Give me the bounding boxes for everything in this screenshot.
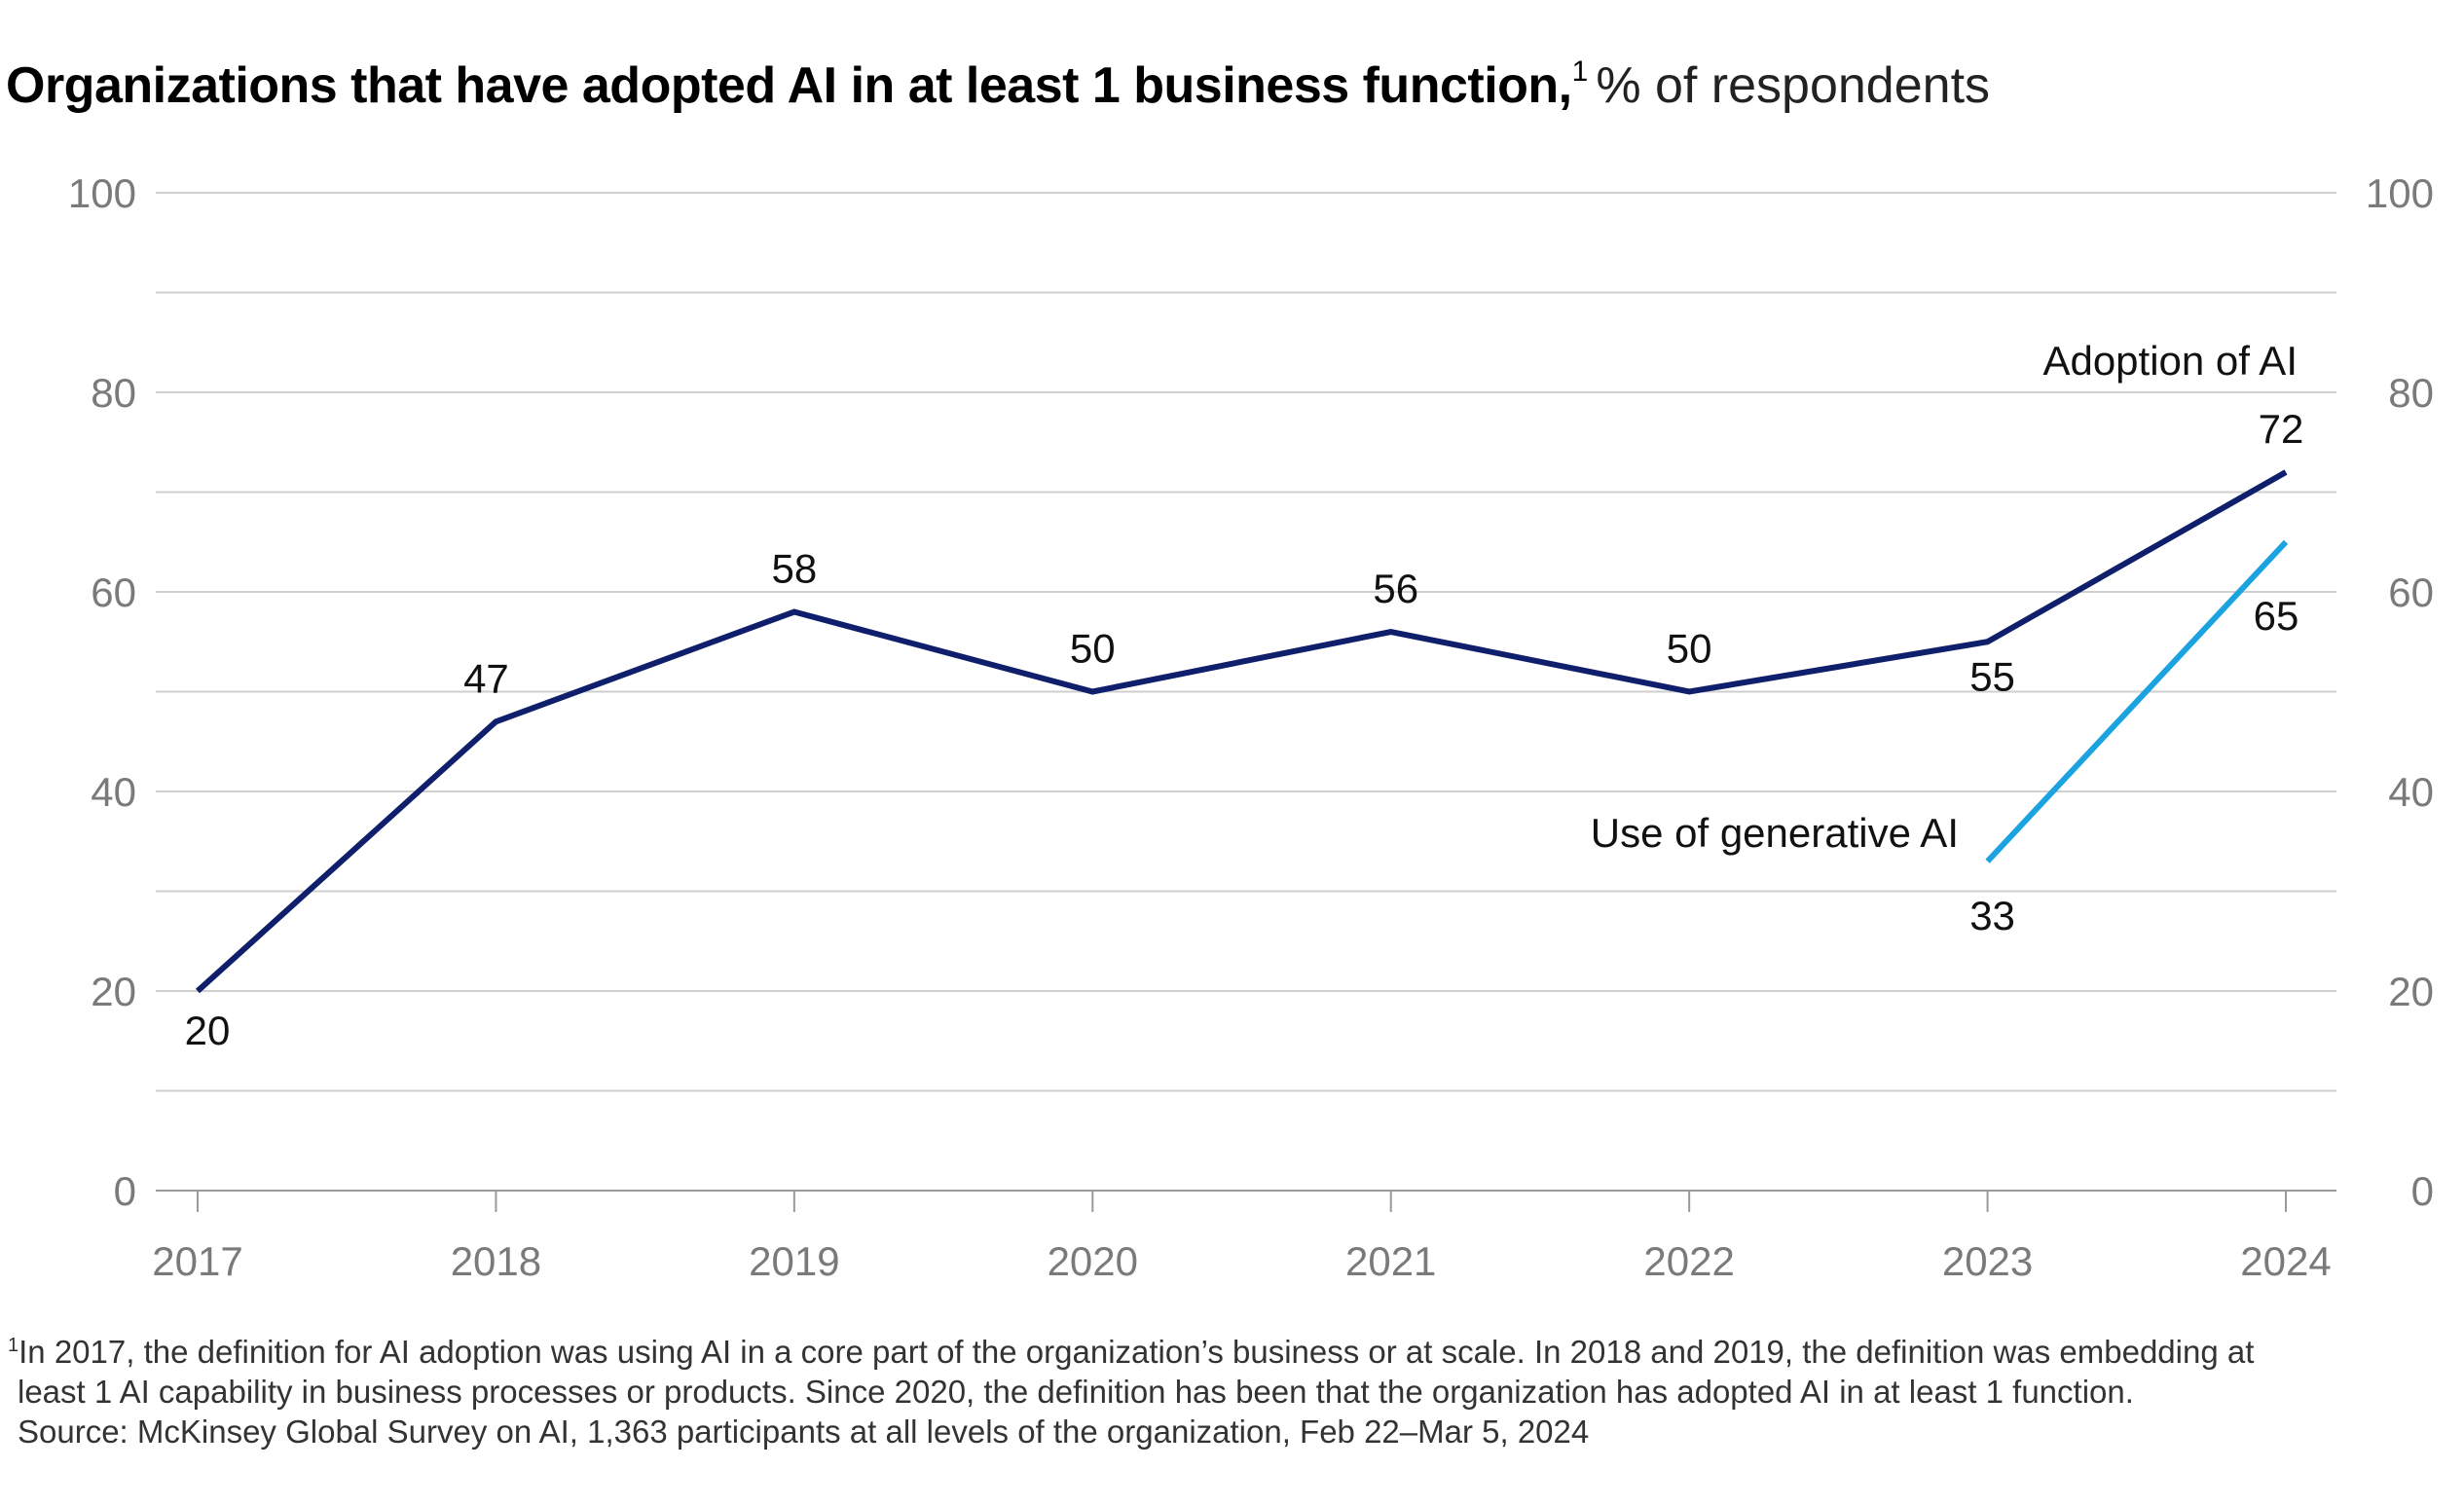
footnote-line-2: least 1 AI capability in business proces…: [18, 1374, 2134, 1410]
data-label: 20: [185, 1008, 231, 1053]
y-tick-label-right: 100: [2366, 170, 2434, 216]
footnote-marker: 1: [8, 1335, 19, 1356]
data-label: 72: [2259, 406, 2304, 452]
source-note: Source: McKinsey Global Survey on AI, 1,…: [18, 1414, 1590, 1450]
y-tick-label-right: 20: [2388, 969, 2434, 1014]
chart-subtitle: % of respondents: [1596, 57, 1991, 114]
y-tick-label-left: 40: [91, 769, 136, 815]
data-label: 58: [771, 546, 817, 592]
x-tick-label: 2024: [2240, 1238, 2331, 1284]
data-label: 50: [1667, 626, 1712, 672]
y-tick-label-left: 100: [68, 170, 136, 216]
data-labels: 20 47 58 50 56 50 55 72 Adoption of AI 33 65 Use of…: [185, 338, 2304, 1053]
x-tick-label: 2018: [451, 1238, 541, 1284]
y-tick-label-left: 60: [91, 569, 136, 615]
data-label: 33: [1969, 893, 2015, 938]
x-tick-label: 2023: [1942, 1238, 2033, 1284]
chart-title: Organizations that have adopted AI in at…: [6, 39, 1990, 119]
x-tick-label: 2020: [1048, 1238, 1138, 1284]
y-tick-label-right: 40: [2388, 769, 2434, 815]
series-label: Adoption of AI: [2042, 338, 2298, 384]
y-tick-label-left: 80: [91, 370, 136, 416]
y-tick-label-right: 80: [2388, 370, 2434, 416]
chart-title-main: Organizations that have adopted AI in at…: [6, 57, 1572, 114]
data-label: 56: [1373, 566, 1418, 611]
y-tick-label-right: 0: [2411, 1168, 2434, 1214]
y-tick-label-right: 60: [2388, 569, 2434, 615]
x-tick-label: 2021: [1345, 1238, 1436, 1284]
series-line-use-of-generative-ai: [1985, 539, 2289, 863]
series-line-adoption-of-ai: [195, 469, 2288, 994]
x-tick-label: 2022: [1643, 1238, 1734, 1284]
y-tick-label-left: 20: [91, 969, 136, 1014]
data-label: 50: [1070, 626, 1116, 672]
footnote-text-1: In 2017, the definition for AI adoption …: [18, 1334, 2255, 1370]
x-tick-label: 2019: [749, 1238, 839, 1284]
footnotes: 1In 2017, the definition for AI adoption…: [8, 1326, 2442, 1451]
data-label: 47: [463, 655, 509, 701]
series-label: Use of generative AI: [1591, 810, 1959, 856]
data-label: 65: [2254, 593, 2299, 639]
grid-lines: [156, 192, 2336, 1092]
data-label: 55: [1969, 653, 2015, 699]
y-tick-label-left: 0: [114, 1168, 136, 1214]
x-tick-label: 2017: [152, 1238, 242, 1284]
chart-title-footnote-marker: 1: [1571, 55, 1589, 88]
footnote-line-1: 1In 2017, the definition for AI adoption…: [8, 1326, 2442, 1372]
series-lines: [195, 469, 2289, 994]
